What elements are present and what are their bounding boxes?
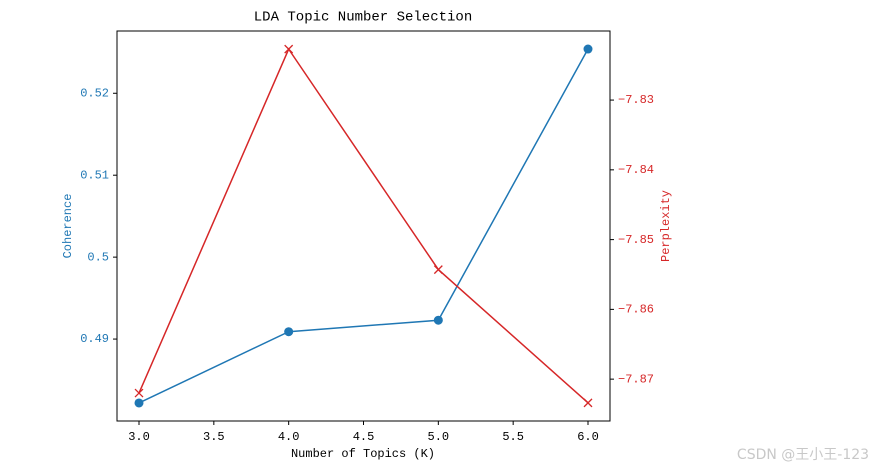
marker <box>433 315 443 325</box>
y2-tick-label: −7.87 <box>618 372 654 386</box>
marker <box>433 265 443 275</box>
marker <box>583 398 593 408</box>
y2-tick-label: −7.84 <box>618 163 654 177</box>
x-tick-label: 6.0 <box>577 430 599 444</box>
y2-tick-label: −7.83 <box>618 93 654 107</box>
chart-title: LDA Topic Number Selection <box>254 10 472 26</box>
x-tick-label: 5.0 <box>428 430 450 444</box>
y-tick-label: 0.51 <box>80 168 109 182</box>
y2-axis-label: Perplexity <box>659 190 673 262</box>
x-tick-label: 4.0 <box>278 430 300 444</box>
marker <box>134 398 144 408</box>
y2-tick-label: −7.85 <box>618 233 654 247</box>
x-tick-label: 4.5 <box>353 430 375 444</box>
x-tick-label: 5.5 <box>502 430 524 444</box>
marker <box>134 388 144 398</box>
x-tick-label: 3.5 <box>203 430 225 444</box>
marker <box>284 327 294 337</box>
x-axis-label: Number of Topics (K) <box>291 447 435 461</box>
x-tick-label: 3.0 <box>128 430 150 444</box>
y-axis-label: Coherence <box>61 194 75 259</box>
y2-tick-label: −7.86 <box>618 303 654 317</box>
watermark: CSDN @王小王-123 <box>737 447 869 463</box>
plot-frame <box>116 30 611 422</box>
y-tick-label: 0.5 <box>87 250 109 264</box>
y-tick-label: 0.49 <box>80 332 109 346</box>
y-tick-label: 0.52 <box>80 86 109 100</box>
series-line <box>138 48 589 404</box>
marker <box>583 44 593 54</box>
marker <box>284 44 294 54</box>
series-line <box>138 47 589 404</box>
